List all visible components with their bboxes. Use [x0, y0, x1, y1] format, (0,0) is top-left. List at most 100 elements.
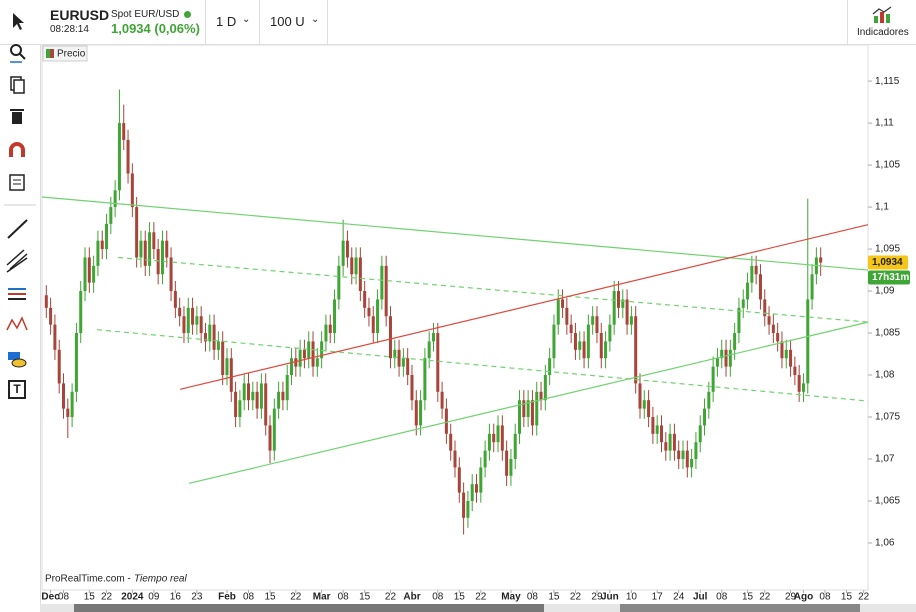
y-tick-label: 1,09 [875, 286, 895, 297]
candle-body [324, 324, 328, 342]
candle-body [135, 207, 139, 258]
cursor-tool[interactable] [13, 13, 24, 30]
candle-body [801, 383, 805, 392]
candle-body [573, 333, 577, 350]
fibonacci-line [8, 293, 26, 295]
x-tick-label: 08 [716, 592, 728, 603]
zoom-tool[interactable] [10, 44, 22, 56]
candle-body [625, 299, 629, 325]
candle-body [733, 333, 737, 350]
x-tick-label: 22 [858, 592, 870, 603]
icon-bar [874, 16, 878, 23]
x-tick-label: 08 [58, 592, 70, 603]
indicators-icon[interactable] [872, 6, 892, 24]
timer-tag [868, 270, 910, 285]
candle-body [182, 316, 186, 334]
candle-body [367, 307, 371, 317]
text-tool-letter: T [13, 382, 21, 396]
candle-body [436, 333, 440, 392]
symbol[interactable]: EURUSD [50, 7, 110, 23]
candle-body [487, 433, 491, 451]
candle-body [109, 207, 113, 224]
instrument: Spot EUR/USD [111, 9, 180, 20]
candle-body [393, 349, 397, 359]
candle-body [100, 240, 104, 250]
candle-body [797, 375, 801, 392]
channel-tool[interactable] [6, 249, 25, 266]
scrollbar-thumb[interactable] [74, 604, 544, 612]
period-selector[interactable]: 1 D [216, 14, 237, 29]
pattern-tool[interactable] [6, 316, 28, 331]
tool-icons: T [4, 13, 36, 399]
candle-body [642, 400, 646, 409]
candle-body [79, 291, 83, 334]
x-tick-label: Feb [218, 592, 236, 603]
candle-body [715, 358, 719, 367]
candle-body [70, 391, 74, 418]
candle-body [44, 295, 48, 308]
magnet-tool[interactable] [9, 142, 25, 157]
line-tool[interactable] [7, 219, 28, 239]
source-mode: Tiempo real [134, 574, 187, 585]
candle-body [789, 349, 793, 367]
units-selector[interactable]: 100 U [270, 14, 305, 29]
candle-body [582, 341, 586, 359]
candle-body [556, 299, 560, 325]
candle-body [208, 324, 212, 342]
candle-body [57, 349, 61, 384]
candle-body [728, 349, 732, 367]
candle-body [298, 349, 302, 367]
candle-body [672, 433, 676, 451]
candle-body [242, 383, 246, 401]
candle-body [440, 391, 444, 409]
x-tick-label: 08 [338, 592, 350, 603]
candle-body [604, 341, 608, 359]
candle-body [384, 265, 388, 317]
text-tool[interactable] [8, 380, 26, 399]
candle-body [616, 291, 620, 308]
candle-body [165, 240, 169, 258]
candle-body [586, 324, 590, 359]
candle-body [457, 467, 461, 493]
candle-body [681, 450, 685, 459]
candle-body [561, 299, 565, 308]
icon-bar [886, 14, 890, 23]
candle-body [720, 349, 724, 359]
candle-body [509, 458, 513, 476]
candle-body [328, 324, 332, 334]
candle-body [152, 232, 156, 250]
fibonacci-tool[interactable] [8, 288, 26, 290]
candle-body [595, 316, 599, 334]
candle-body [685, 450, 689, 468]
candle-body [444, 408, 448, 434]
candle-body [449, 433, 453, 451]
candle-body [410, 375, 414, 401]
candle-body [255, 391, 259, 409]
notes-tool[interactable] [9, 174, 25, 191]
candle-body [354, 257, 358, 275]
candle-body [543, 375, 547, 401]
candle-body [431, 333, 435, 342]
candle-body [268, 425, 272, 451]
x-tick-label: 15 [359, 592, 371, 603]
shapes-tool[interactable] [8, 352, 20, 360]
candle-body [500, 425, 504, 451]
candle-body [122, 123, 126, 140]
zoom-tool-handle [19, 53, 26, 60]
candle-body [53, 324, 57, 350]
candle-body [199, 316, 203, 334]
x-tick-label: Ago [794, 592, 813, 603]
x-tick-label: 22 [290, 592, 302, 603]
delete-tool[interactable] [12, 112, 22, 124]
x-tick-label: 15 [454, 592, 466, 603]
x-tick-label: 10 [626, 592, 638, 603]
candle-body [264, 383, 268, 426]
indicators-button[interactable]: Indicadores [857, 27, 909, 38]
x-tick-label: 09 [148, 592, 160, 603]
candle-body [806, 299, 810, 384]
candle-body [49, 307, 53, 325]
x-tick-label: 22 [570, 592, 582, 603]
candle-body [793, 366, 797, 376]
x-tick-label: Mar [313, 592, 331, 603]
